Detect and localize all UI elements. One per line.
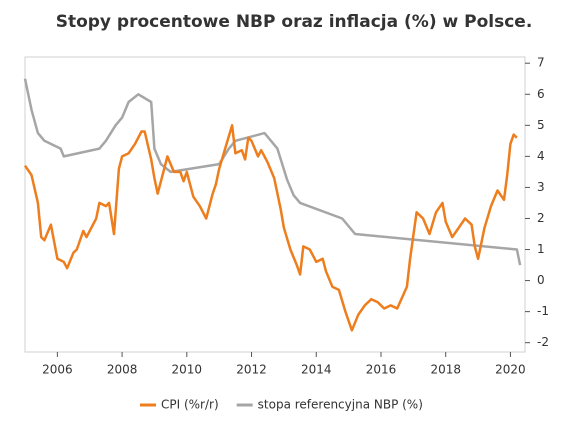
plot-frame (24, 56, 526, 353)
series-line (23, 124, 518, 332)
y-tick-label: 7 (537, 56, 545, 70)
y-tick-label: 6 (537, 87, 545, 101)
x-tick-label: 2020 (495, 363, 526, 377)
y-tick-label: 3 (537, 180, 545, 194)
x-tick-label: 2010 (172, 363, 203, 377)
x-tick-label: 2014 (301, 363, 332, 377)
legend-label: stopa referencyjna NBP (%) (258, 398, 423, 412)
x-tick-label: 2012 (236, 363, 267, 377)
y-tick-label: 0 (537, 273, 545, 287)
x-tick-label: 2018 (430, 363, 461, 377)
y-tick-label: 5 (537, 118, 545, 132)
y-tick-label: 2 (537, 211, 545, 225)
x-tick-label: 2008 (107, 363, 138, 377)
y-tick-label: -2 (537, 335, 549, 349)
y-tick-label: 4 (537, 149, 545, 163)
y-tick-label: -1 (537, 304, 549, 318)
legend-label: CPI (%r/r) (161, 398, 219, 412)
chart-title: Stopy procentowe NBP oraz inflacja (%) w… (56, 12, 533, 32)
y-tick-label: 1 (537, 242, 545, 256)
x-tick-label: 2006 (42, 363, 73, 377)
series-line (23, 78, 522, 266)
x-tick-label: 2016 (366, 363, 397, 377)
